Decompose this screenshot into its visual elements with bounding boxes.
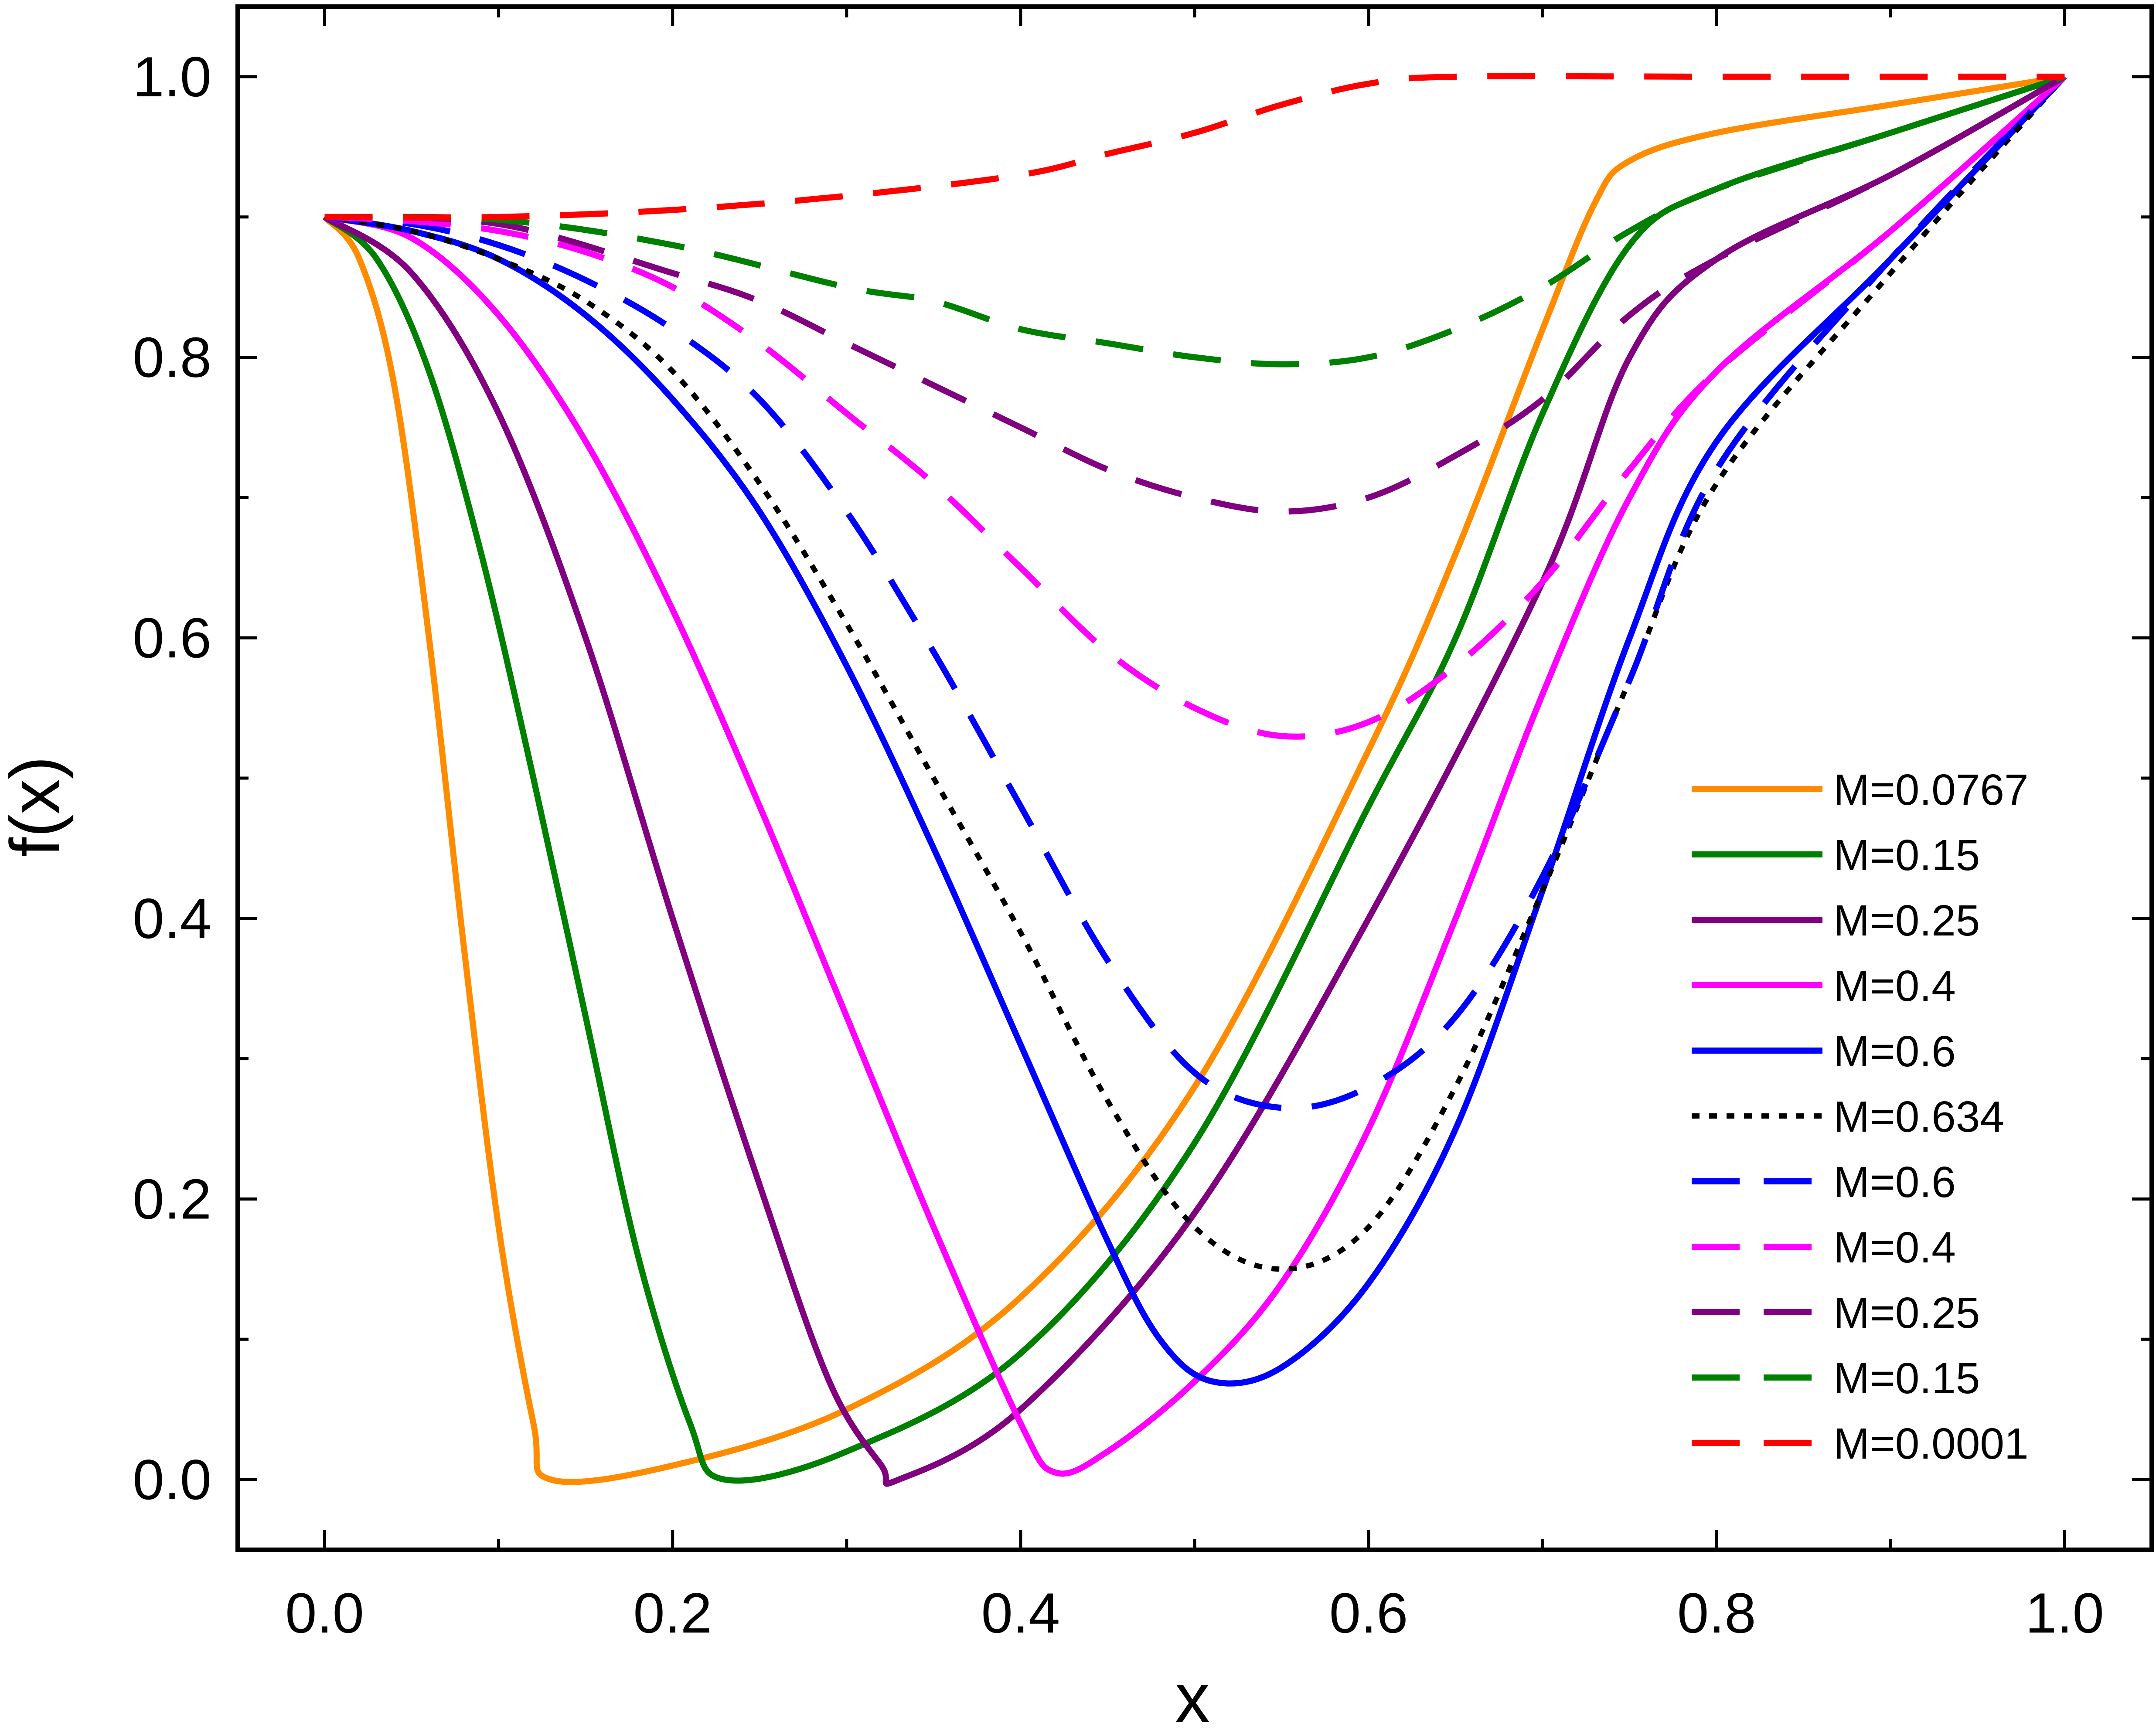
legend-label: M=0.6	[1833, 1027, 1956, 1076]
y-tick-label: 0.4	[133, 887, 211, 950]
legend-label: M=0.25	[1833, 1289, 1980, 1337]
legend-label: M=0.4	[1833, 1223, 1956, 1272]
y-tick-label: 0.0	[133, 1448, 211, 1511]
legend-label: M=0.15	[1833, 831, 1980, 880]
axis-ticks: 0.0 0.2 0.4 0.6 0.8 1.0 0.0 0.2 0.4 0.6 0.8 1.0	[133, 7, 2152, 1645]
legend-label: M=0.25	[1833, 896, 1980, 945]
x-tick-label: 0.2	[633, 1581, 712, 1645]
series-line-6	[324, 75, 2067, 1272]
x-tick-label: 0.4	[981, 1581, 1060, 1645]
plot-frame	[235, 4, 2154, 1552]
x-axis-title: x	[1175, 1659, 1210, 1728]
x-tick-label: 1.0	[2025, 1581, 2104, 1645]
plot-series	[322, 73, 2067, 1487]
legend: M=0.0767 M=0.15 M=0.25 M=0.4 M=0.6 M=0.634 M=0…	[1692, 765, 2029, 1468]
series-line-7	[324, 75, 2067, 1112]
series-line-2	[323, 74, 2066, 1484]
y-tick-label: 0.6	[133, 606, 211, 670]
legend-label: M=0.6	[1833, 1158, 1956, 1207]
x-tick-label: 0.6	[1329, 1581, 1408, 1645]
series-line-4	[324, 74, 2067, 1477]
y-tick-label: 0.2	[133, 1167, 211, 1231]
series-line-8	[324, 74, 2067, 740]
legend-label: M=0.634	[1833, 1092, 2004, 1141]
series-line-9	[324, 74, 2066, 515]
y-tick-label: 1.0	[133, 45, 211, 109]
legend-label: M=0.0001	[1833, 1419, 2029, 1468]
y-axis-title: f(x)	[0, 756, 74, 857]
legend-label: M=0.15	[1833, 1354, 1980, 1403]
series-line-11	[324, 73, 2065, 221]
x-tick-label: 0.8	[1677, 1581, 1756, 1645]
series-line-10	[324, 74, 2066, 367]
legend-label: M=0.4	[1833, 962, 1956, 1010]
y-tick-label: 0.8	[133, 326, 211, 389]
legend-label: M=0.0767	[1833, 765, 2029, 814]
series-line-1	[322, 73, 2065, 1485]
series-line-3	[323, 74, 2066, 1487]
x-tick-label: 0.0	[285, 1581, 364, 1645]
series-line-5	[324, 75, 2067, 1387]
